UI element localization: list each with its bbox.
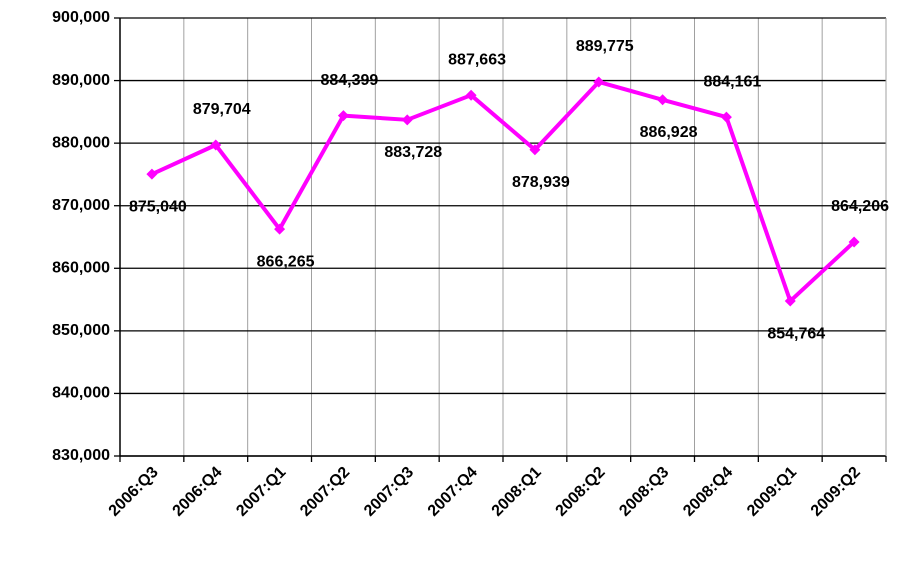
data-label: 884,161 (703, 73, 761, 90)
x-tick-label: 2009:Q2 (808, 464, 864, 520)
data-label: 889,775 (576, 38, 634, 55)
y-tick-label: 890,000 (52, 72, 110, 89)
data-label: 878,939 (512, 174, 570, 191)
x-tick-label: 2007:Q4 (425, 464, 481, 520)
data-point (146, 168, 158, 180)
data-point (401, 114, 413, 126)
data-point (784, 295, 796, 307)
x-tick-label: 2009:Q1 (744, 464, 800, 520)
y-tick-label: 860,000 (52, 260, 110, 277)
data-line (151, 79, 856, 304)
data-label: 875,040 (129, 198, 187, 215)
data-label: 854,764 (767, 325, 825, 342)
x-tick-label: 2008:Q1 (489, 464, 545, 520)
data-label: 879,704 (193, 101, 251, 118)
data-label: 883,728 (384, 144, 442, 161)
data-label: 864,206 (831, 198, 889, 215)
data-point (720, 111, 732, 123)
data-label: 887,663 (448, 51, 506, 68)
x-tick-label: 2007:Q1 (233, 464, 289, 520)
x-tick-label: 2007:Q3 (361, 464, 417, 520)
data-label: 866,265 (257, 253, 315, 270)
x-tick-label: 2006:Q3 (106, 464, 162, 520)
data-point (593, 76, 605, 88)
data-point (210, 139, 222, 151)
data-label: 886,928 (640, 124, 698, 141)
data-point (337, 110, 349, 122)
y-tick-label: 830,000 (52, 447, 110, 464)
x-tick-label: 2008:Q4 (680, 464, 736, 520)
x-tick-label: 2008:Q2 (553, 464, 609, 520)
x-tick-label: 2006:Q4 (170, 464, 226, 520)
data-point (529, 144, 541, 156)
data-point (274, 223, 286, 235)
x-tick-label: 2007:Q2 (297, 464, 353, 520)
y-tick-label: 880,000 (52, 134, 110, 151)
y-tick-label: 850,000 (52, 322, 110, 339)
data-point (657, 94, 669, 106)
x-tick-label: 2008:Q3 (616, 464, 672, 520)
y-tick-label: 840,000 (52, 385, 110, 402)
y-tick-label: 900,000 (52, 9, 110, 26)
data-point (465, 89, 477, 101)
y-tick-label: 870,000 (52, 197, 110, 214)
data-label: 884,399 (320, 72, 378, 89)
data-point (848, 236, 860, 248)
